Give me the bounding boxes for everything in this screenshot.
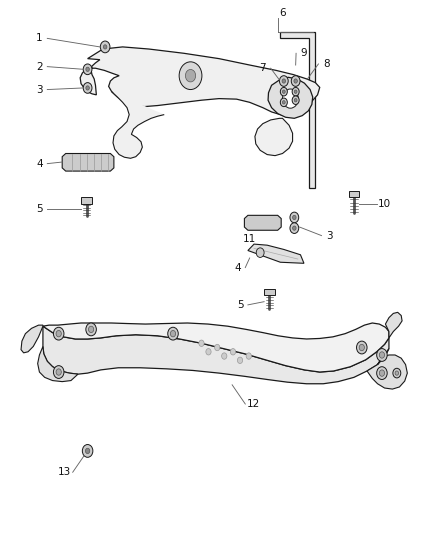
FancyBboxPatch shape bbox=[264, 289, 275, 295]
Circle shape bbox=[83, 83, 92, 93]
Circle shape bbox=[185, 69, 196, 82]
Circle shape bbox=[53, 366, 64, 378]
Circle shape bbox=[56, 369, 61, 375]
Circle shape bbox=[256, 248, 264, 257]
Circle shape bbox=[294, 79, 297, 83]
Circle shape bbox=[290, 212, 299, 223]
Polygon shape bbox=[43, 323, 389, 372]
Circle shape bbox=[53, 327, 64, 340]
Text: 6: 6 bbox=[279, 8, 286, 18]
Circle shape bbox=[230, 349, 236, 355]
Circle shape bbox=[294, 99, 297, 102]
Polygon shape bbox=[268, 77, 313, 118]
Circle shape bbox=[170, 330, 176, 337]
FancyBboxPatch shape bbox=[81, 197, 92, 204]
Polygon shape bbox=[38, 346, 78, 382]
Text: 4: 4 bbox=[234, 263, 241, 272]
Circle shape bbox=[206, 349, 211, 355]
Text: 3: 3 bbox=[36, 85, 43, 94]
Text: 8: 8 bbox=[323, 59, 330, 69]
Polygon shape bbox=[385, 312, 402, 338]
Polygon shape bbox=[112, 92, 164, 158]
Polygon shape bbox=[255, 118, 293, 156]
Circle shape bbox=[100, 41, 110, 53]
Text: 11: 11 bbox=[243, 234, 256, 244]
Circle shape bbox=[357, 341, 367, 354]
Text: 5: 5 bbox=[36, 205, 43, 214]
Text: 1: 1 bbox=[36, 34, 43, 43]
Circle shape bbox=[86, 67, 89, 71]
Circle shape bbox=[237, 357, 243, 364]
Text: 7: 7 bbox=[259, 63, 266, 73]
Circle shape bbox=[279, 76, 288, 86]
Circle shape bbox=[292, 87, 299, 96]
Text: 4: 4 bbox=[36, 159, 43, 168]
Text: 2: 2 bbox=[36, 62, 43, 71]
Circle shape bbox=[83, 64, 92, 75]
Text: 10: 10 bbox=[378, 199, 391, 208]
Polygon shape bbox=[62, 154, 114, 171]
Circle shape bbox=[168, 327, 178, 340]
Polygon shape bbox=[80, 47, 320, 115]
Circle shape bbox=[215, 344, 220, 351]
Text: 9: 9 bbox=[300, 49, 307, 58]
Circle shape bbox=[359, 344, 364, 351]
Circle shape bbox=[395, 371, 399, 375]
Circle shape bbox=[199, 340, 204, 346]
Polygon shape bbox=[43, 326, 389, 384]
Text: 5: 5 bbox=[237, 300, 244, 310]
Circle shape bbox=[56, 330, 61, 337]
Circle shape bbox=[86, 323, 96, 336]
Circle shape bbox=[280, 98, 287, 107]
Circle shape bbox=[290, 223, 299, 233]
Circle shape bbox=[85, 448, 90, 454]
Circle shape bbox=[283, 101, 285, 104]
Circle shape bbox=[294, 90, 297, 93]
Text: 3: 3 bbox=[326, 231, 333, 240]
Circle shape bbox=[280, 87, 287, 96]
Circle shape bbox=[291, 76, 300, 86]
FancyBboxPatch shape bbox=[349, 191, 359, 197]
Circle shape bbox=[293, 215, 296, 220]
Text: 12: 12 bbox=[247, 399, 260, 409]
Circle shape bbox=[103, 45, 107, 49]
Text: 13: 13 bbox=[58, 467, 71, 477]
Circle shape bbox=[86, 86, 89, 90]
Circle shape bbox=[377, 367, 387, 379]
Polygon shape bbox=[21, 325, 43, 353]
Circle shape bbox=[283, 89, 298, 108]
Circle shape bbox=[292, 96, 299, 104]
Circle shape bbox=[283, 90, 285, 93]
Circle shape bbox=[88, 326, 94, 333]
Circle shape bbox=[282, 79, 286, 83]
Circle shape bbox=[379, 352, 385, 358]
Circle shape bbox=[393, 368, 401, 378]
Circle shape bbox=[82, 445, 93, 457]
Polygon shape bbox=[367, 349, 407, 389]
Circle shape bbox=[377, 349, 387, 361]
Circle shape bbox=[293, 226, 296, 230]
Polygon shape bbox=[244, 215, 281, 230]
Polygon shape bbox=[248, 244, 304, 263]
Polygon shape bbox=[280, 32, 315, 188]
Circle shape bbox=[179, 62, 202, 90]
Circle shape bbox=[222, 353, 227, 359]
Circle shape bbox=[379, 370, 385, 376]
Circle shape bbox=[246, 353, 251, 359]
